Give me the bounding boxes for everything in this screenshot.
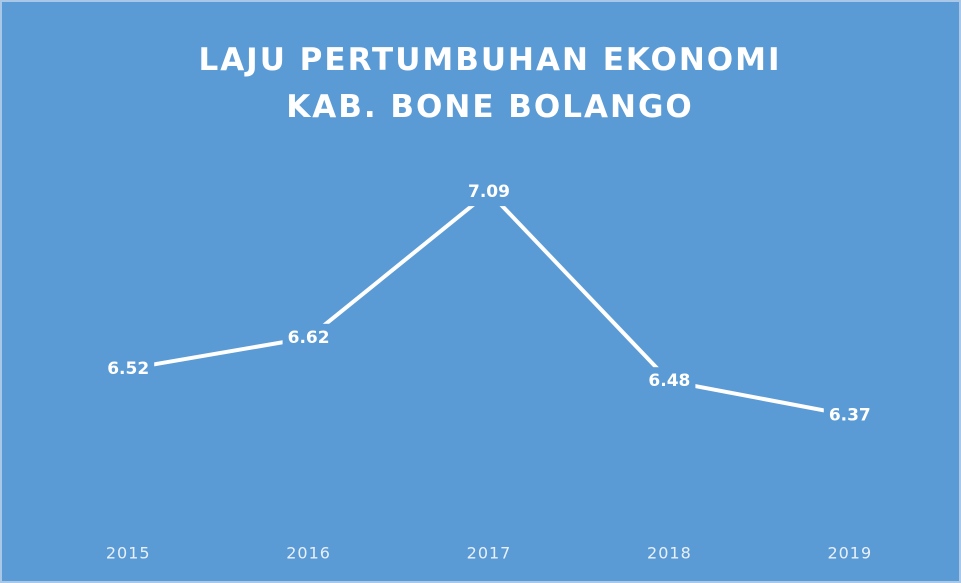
data-label: 6.62	[288, 328, 330, 348]
x-tick-label: 2015	[106, 544, 151, 563]
data-label: 7.09	[468, 182, 510, 202]
label-background	[282, 323, 335, 352]
data-label: 6.37	[829, 405, 871, 425]
label-background	[643, 367, 696, 396]
x-tick-label: 2016	[286, 544, 331, 563]
label-background	[463, 178, 515, 207]
x-tick-label: 2017	[467, 544, 512, 563]
label-background	[823, 401, 876, 430]
data-label: 6.52	[107, 359, 149, 379]
chart-title: KAB. BONE BOLANGO	[286, 89, 694, 125]
data-label: 6.48	[648, 371, 690, 391]
x-tick-label: 2019	[827, 544, 872, 563]
x-tick-label: 2018	[647, 544, 692, 563]
chart-title: LAJU PERTUMBUHAN EKONOMI	[198, 42, 781, 78]
label-background	[102, 354, 155, 383]
